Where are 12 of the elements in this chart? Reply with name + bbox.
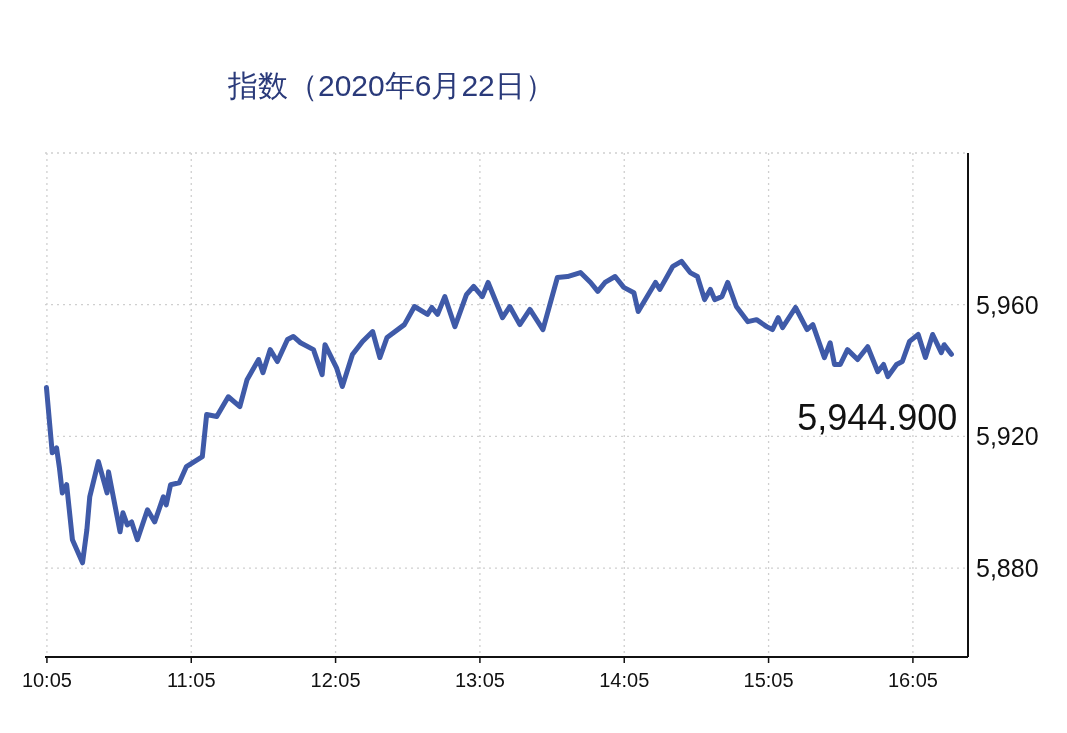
x-tick-label: 10:05 bbox=[21, 669, 72, 691]
y-tick-label: 5,960 bbox=[976, 290, 1039, 319]
x-tick-label: 14:05 bbox=[599, 669, 650, 691]
y-tick-label: 5,880 bbox=[976, 554, 1039, 583]
x-tick-label: 13:05 bbox=[454, 669, 505, 691]
x-tick-label: 16:05 bbox=[887, 669, 938, 691]
x-tick-label: 15:05 bbox=[743, 669, 794, 691]
annotation: 5,944.900 bbox=[797, 397, 958, 439]
chart-title: 指数（2020年6月22日） bbox=[227, 69, 555, 102]
y-tick-label: 5,920 bbox=[976, 422, 1039, 451]
x-tick-label: 11:05 bbox=[166, 669, 216, 691]
x-tick-label: 12:05 bbox=[310, 669, 361, 691]
